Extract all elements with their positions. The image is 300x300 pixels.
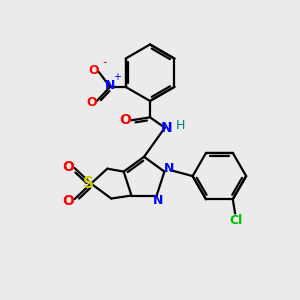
Text: O: O bbox=[88, 64, 99, 77]
Text: O: O bbox=[62, 194, 74, 208]
Text: O: O bbox=[62, 160, 74, 174]
Text: +: + bbox=[113, 72, 122, 82]
Text: N: N bbox=[160, 121, 172, 135]
Text: O: O bbox=[119, 113, 131, 127]
Text: Cl: Cl bbox=[229, 214, 242, 227]
Text: -: - bbox=[102, 56, 106, 69]
Text: H: H bbox=[176, 119, 185, 132]
Text: S: S bbox=[83, 176, 94, 191]
Text: N: N bbox=[105, 79, 115, 92]
Text: O: O bbox=[86, 96, 97, 110]
Text: N: N bbox=[153, 194, 163, 207]
Text: N: N bbox=[164, 162, 174, 175]
